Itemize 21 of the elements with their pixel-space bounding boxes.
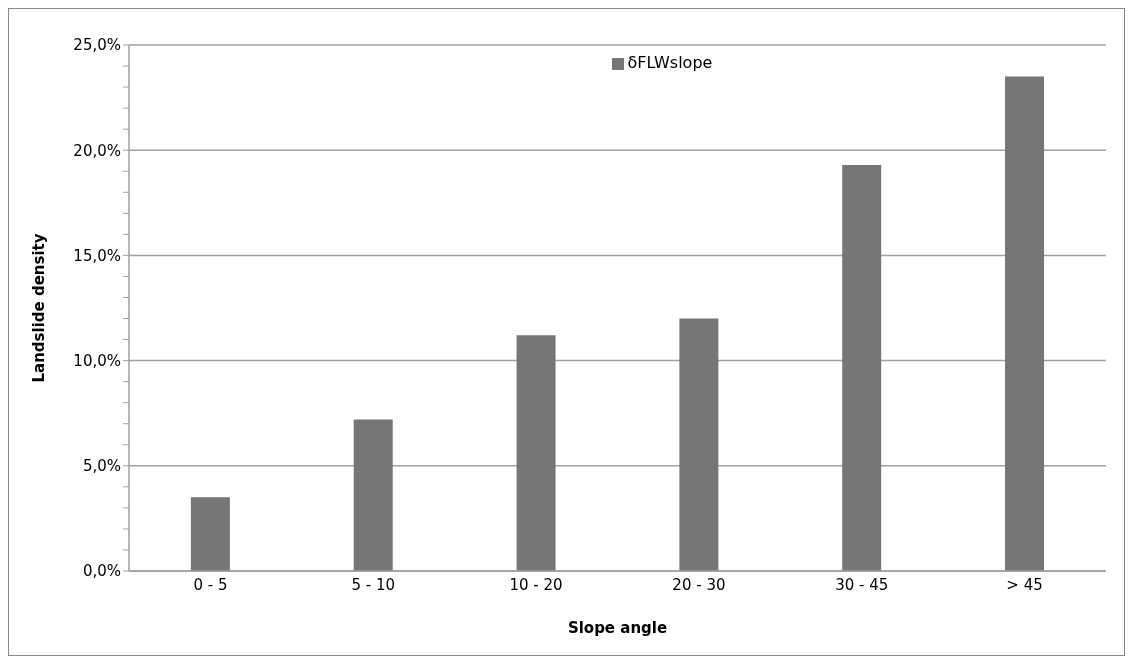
x-tick-label: 0 - 5	[193, 575, 228, 594]
y-tick-label: 20,0%	[73, 141, 121, 160]
x-tick-label: 10 - 20	[509, 575, 563, 594]
bar	[516, 335, 556, 571]
bar	[1005, 76, 1045, 571]
x-axis-title: Slope angle	[567, 619, 668, 637]
y-tick-label: 10,0%	[73, 351, 121, 370]
y-tick-label: 25,0%	[73, 36, 121, 55]
x-tick-label: 5 - 10	[351, 575, 396, 594]
y-tick-label: 15,0%	[73, 246, 121, 265]
y-tick-label: 5,0%	[82, 457, 121, 476]
x-tick-label: > 45	[1006, 575, 1043, 594]
y-tick-label: 0,0%	[82, 562, 121, 581]
x-tick-label: 30 - 45	[835, 575, 889, 594]
bar	[190, 497, 230, 571]
bar	[353, 419, 393, 571]
y-axis-title: Landslide density	[30, 233, 49, 383]
bar	[842, 164, 882, 571]
bar	[679, 318, 719, 571]
x-tick-label: 20 - 30	[672, 575, 726, 594]
legend-label: δFLWslope	[627, 53, 713, 72]
